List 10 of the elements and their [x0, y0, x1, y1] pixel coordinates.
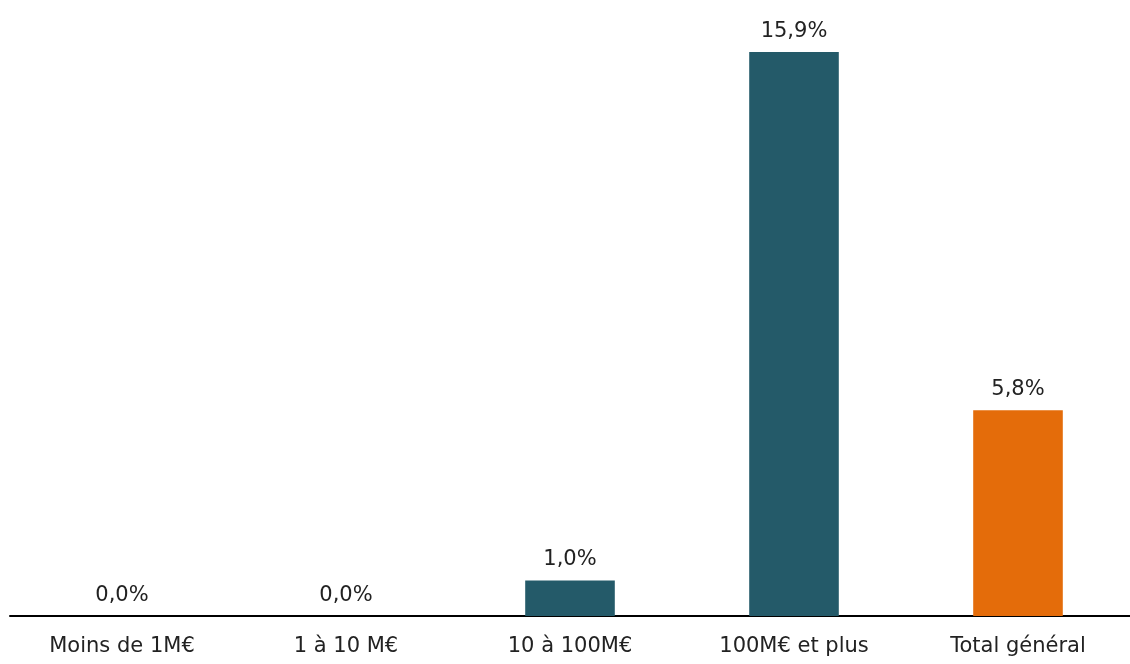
data-label: 0,0%: [319, 581, 373, 606]
data-label: 15,9%: [760, 17, 828, 42]
x-tick-label: Moins de 1M€: [49, 632, 195, 657]
data-label: 5,8%: [991, 375, 1045, 400]
data-label: 1,0%: [543, 546, 597, 571]
x-tick-label: 100M€ et plus: [719, 632, 869, 657]
x-tick-label: 10 à 100M€: [507, 632, 633, 657]
x-tick-label: 1 à 10 M€: [293, 632, 399, 657]
data-label: 0,0%: [95, 581, 149, 606]
x-tick-label: Total général: [949, 632, 1086, 657]
